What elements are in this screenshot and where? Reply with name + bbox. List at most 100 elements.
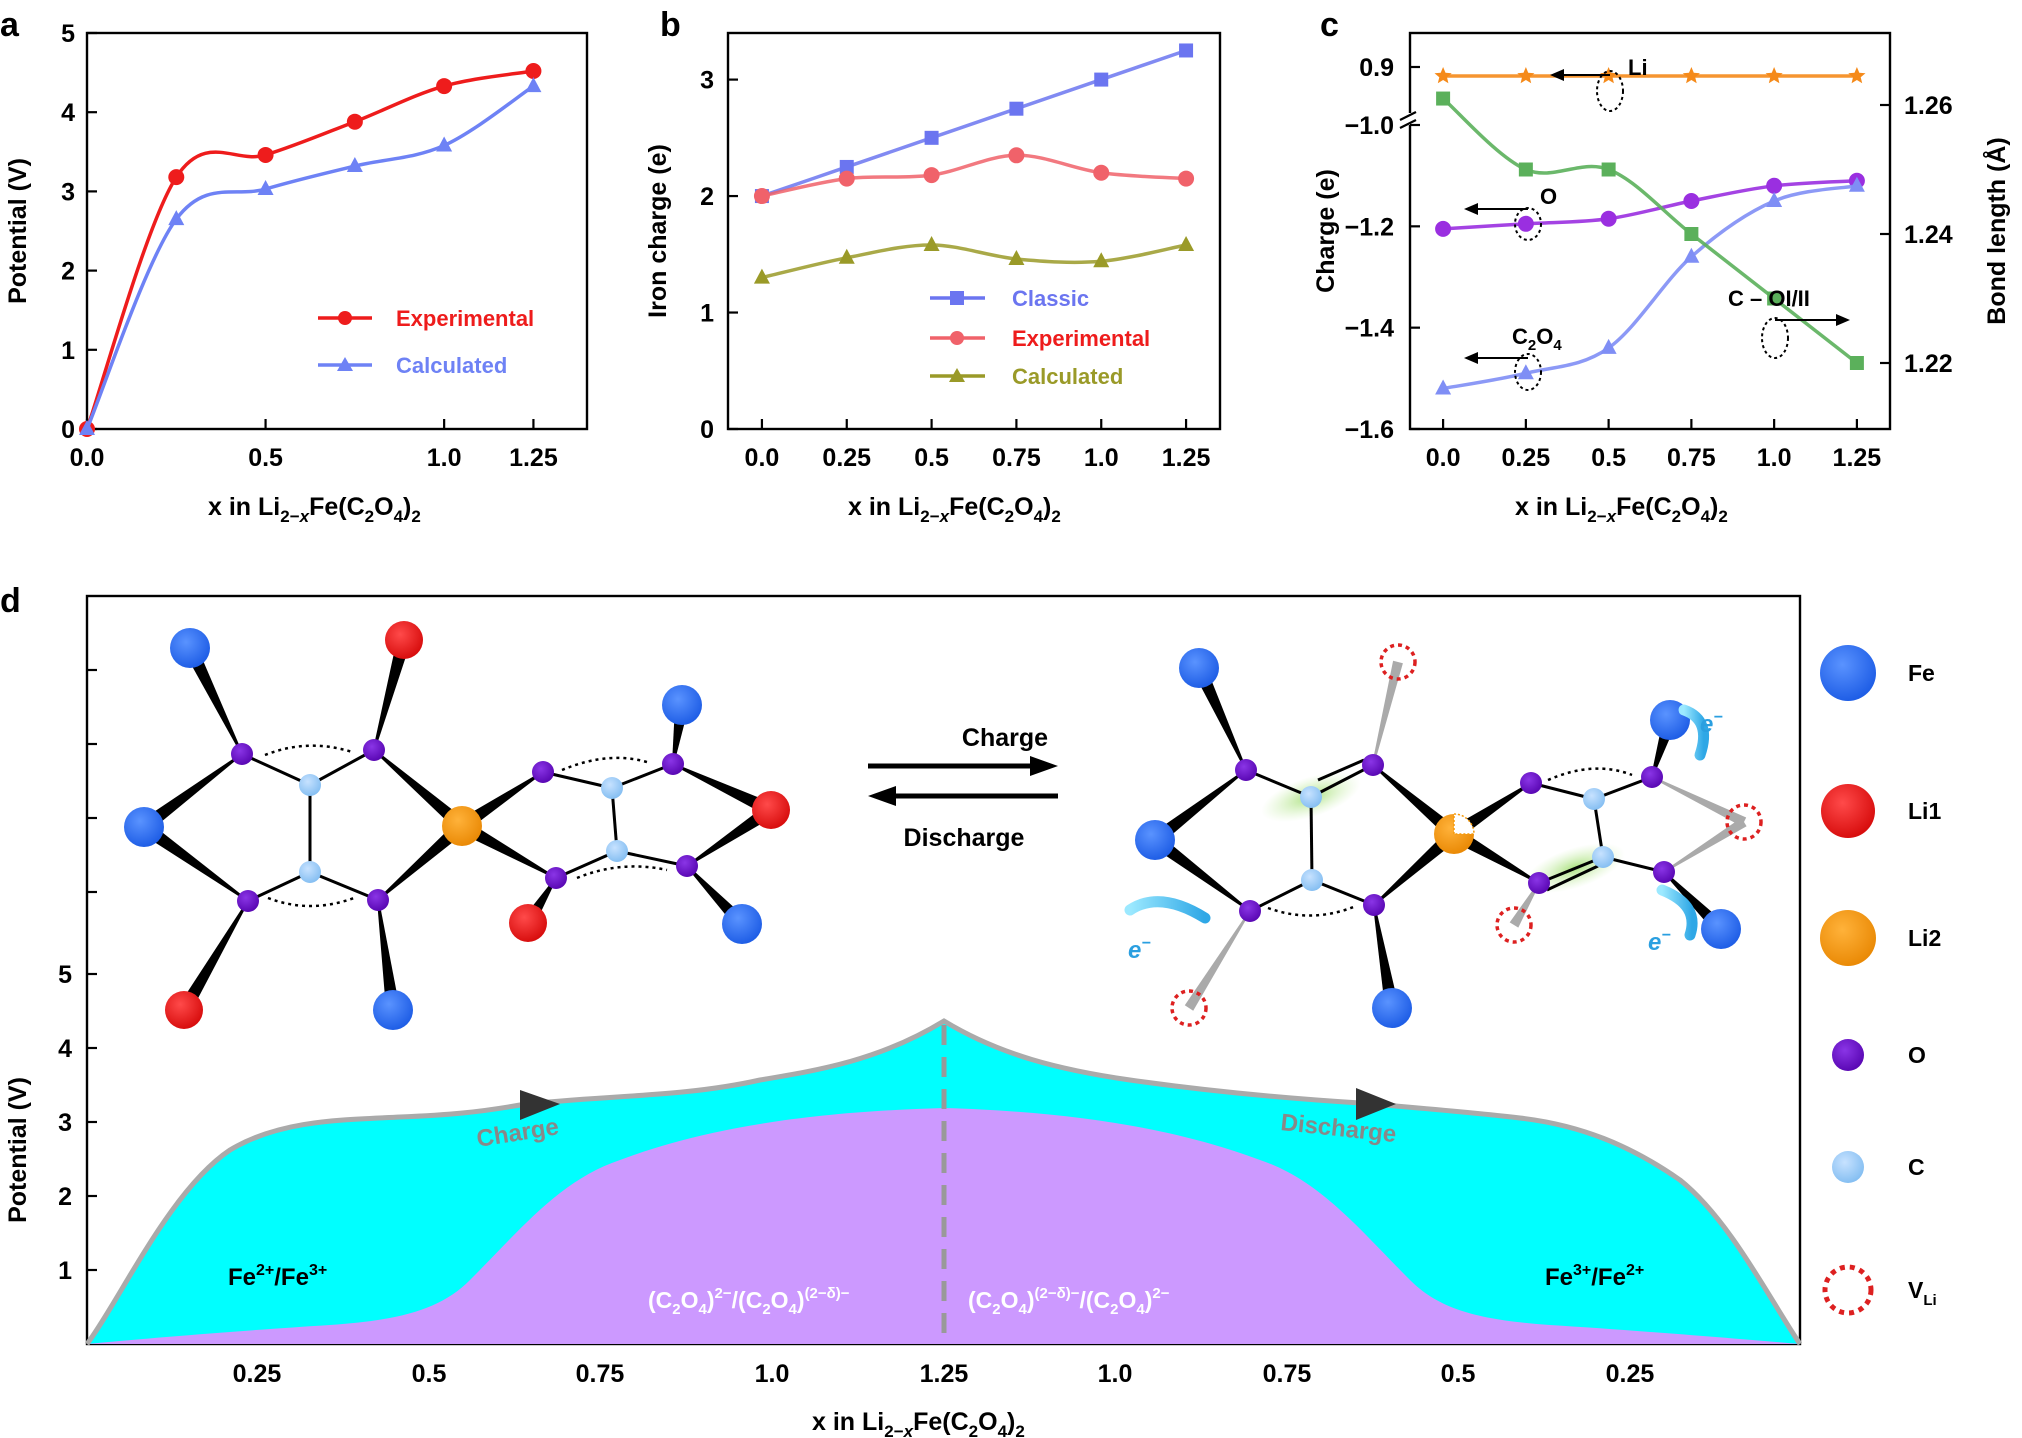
bond: [1249, 878, 1313, 913]
arrow-co-head: [1836, 314, 1850, 326]
d-xtick-label: 1.25: [920, 1360, 969, 1388]
c-point-coiii: [1849, 356, 1864, 370]
c-point-o: [1435, 220, 1452, 237]
a-ytick-label: 1: [61, 337, 75, 365]
legend-classic-marker: [950, 291, 964, 305]
b-point-classic: [839, 159, 854, 174]
b-point-experimental: [1008, 147, 1025, 164]
c-point-c2o4: [1435, 379, 1452, 395]
b-xtick-label: 0.5: [914, 444, 949, 472]
vacancy-atom: [1170, 989, 1208, 1027]
chart-c-ylabel: Charge (e): [1312, 169, 1340, 293]
d-xtick-label: 1.0: [1098, 1360, 1133, 1388]
c-point-coiii: [1601, 162, 1616, 177]
resonance-dots: [264, 744, 353, 757]
o-atom: [1653, 861, 1675, 883]
c-point-coiii: [1767, 291, 1782, 306]
b-point-classic: [1179, 43, 1194, 58]
o-atom: [367, 889, 389, 911]
resonance-dots: [267, 896, 355, 908]
bond: [1192, 665, 1247, 771]
c-point-c2o4: [1517, 364, 1534, 380]
b-point-classic: [1009, 101, 1024, 116]
a-point-calculated: [525, 77, 542, 93]
o-atom: [1520, 772, 1542, 794]
d-ytick-label: 4: [58, 1035, 72, 1063]
panel-label-d: d: [0, 582, 21, 620]
chart-a-legend: Experimental Calculated: [318, 306, 534, 378]
electron-label: e−: [1700, 709, 1723, 738]
chart-a-xlabel: x in Li2−xFe(C2O4)2: [208, 493, 421, 526]
b-xtick-label: 1.25: [1162, 444, 1211, 472]
chart-b-xlabel: x in Li2−xFe(C2O4)2: [848, 493, 1061, 526]
c-atom: [1583, 788, 1605, 810]
atom-legend: Fe Li1 Li2 O C VLi: [1820, 645, 1941, 1316]
a-point-experimental: [168, 169, 185, 186]
discharge-arrowhead: [1356, 1088, 1396, 1120]
c-xtick-label: 0.25: [1502, 444, 1551, 472]
c-point-li: [1517, 67, 1535, 84]
bond: [1184, 910, 1251, 1011]
legend-c-symbol: [1832, 1151, 1864, 1183]
annotation-li: Li: [1628, 55, 1648, 80]
annotation-co: C – OI/II: [1728, 286, 1810, 311]
b-xtick-label: 0.0: [745, 444, 780, 472]
chart-a-ylabel: Potential (V): [4, 158, 32, 304]
c-xtick-label: 1.25: [1833, 444, 1882, 472]
legend-atom-label: Li1: [1908, 798, 1941, 824]
d-ytick-label: 2: [58, 1183, 72, 1211]
b-point-experimental: [1093, 164, 1110, 181]
fe-atom: [722, 904, 762, 944]
a-ytick-label: 2: [61, 258, 75, 286]
legend-li2-symbol: [1820, 910, 1876, 966]
a-ytick-label: 4: [61, 99, 75, 127]
c-ytick-left-label: −1.4: [1345, 315, 1394, 343]
b-point-experimental: [838, 170, 855, 187]
bond: [1373, 904, 1399, 1010]
legend-fe-symbol: [1820, 645, 1876, 701]
a-series-calculated: [85, 84, 535, 430]
chart-b-frame: [726, 31, 1222, 431]
bond: [1509, 882, 1540, 928]
bond: [1651, 776, 1747, 827]
fe-atom: [170, 628, 210, 668]
fe-atom: [1372, 988, 1412, 1028]
legend-calculated-label: Calculated: [396, 353, 507, 378]
o-atom: [662, 753, 684, 775]
c-point-li: [1848, 67, 1866, 84]
circle-li-annotation: [1596, 70, 1624, 112]
c-point-o: [1766, 177, 1783, 194]
b-point-experimental: [1178, 170, 1195, 187]
d-ytick-label: 1: [58, 1257, 72, 1285]
chart-b: 0 1 2 3 0.0 0.25 0.5 0.75 1.0 1.25 Iron charge (e…: [644, 31, 1222, 526]
c-ytick-left-label: −1.2: [1345, 213, 1394, 241]
o-atom: [1239, 900, 1261, 922]
resonance-dots: [576, 865, 668, 880]
c-atom: [1592, 846, 1614, 868]
a-point-experimental: [525, 63, 542, 80]
legend-li1-symbol: [1821, 784, 1875, 838]
c-series-o: [1442, 178, 1858, 231]
o-atom: [231, 743, 253, 765]
o-atom: [676, 855, 698, 877]
d-xtick-label: 1.0: [755, 1360, 790, 1388]
bond: [309, 748, 375, 787]
bond: [672, 763, 774, 817]
c-point-o: [1683, 193, 1700, 209]
b-point-calculated: [1093, 252, 1110, 268]
a-point-calculated: [168, 210, 185, 226]
c-series-coiii: [1441, 97, 1858, 365]
b-point-classic: [924, 130, 939, 145]
chart-c-ylabel-right: Bond length (Å): [1982, 137, 2011, 324]
bond: [1373, 828, 1459, 906]
c-point-o: [1517, 215, 1534, 232]
circle-co-annotation: [1761, 317, 1789, 359]
bond: [183, 644, 243, 755]
c-point-c2o4: [1600, 338, 1617, 354]
arrow-c2o4-head: [1464, 352, 1478, 364]
o-atom: [363, 739, 385, 761]
chart-a-frame: [85, 31, 589, 431]
a-point-experimental: [346, 113, 363, 130]
vacancy-atom: [1725, 803, 1763, 841]
b-xtick-label: 0.75: [992, 444, 1041, 472]
